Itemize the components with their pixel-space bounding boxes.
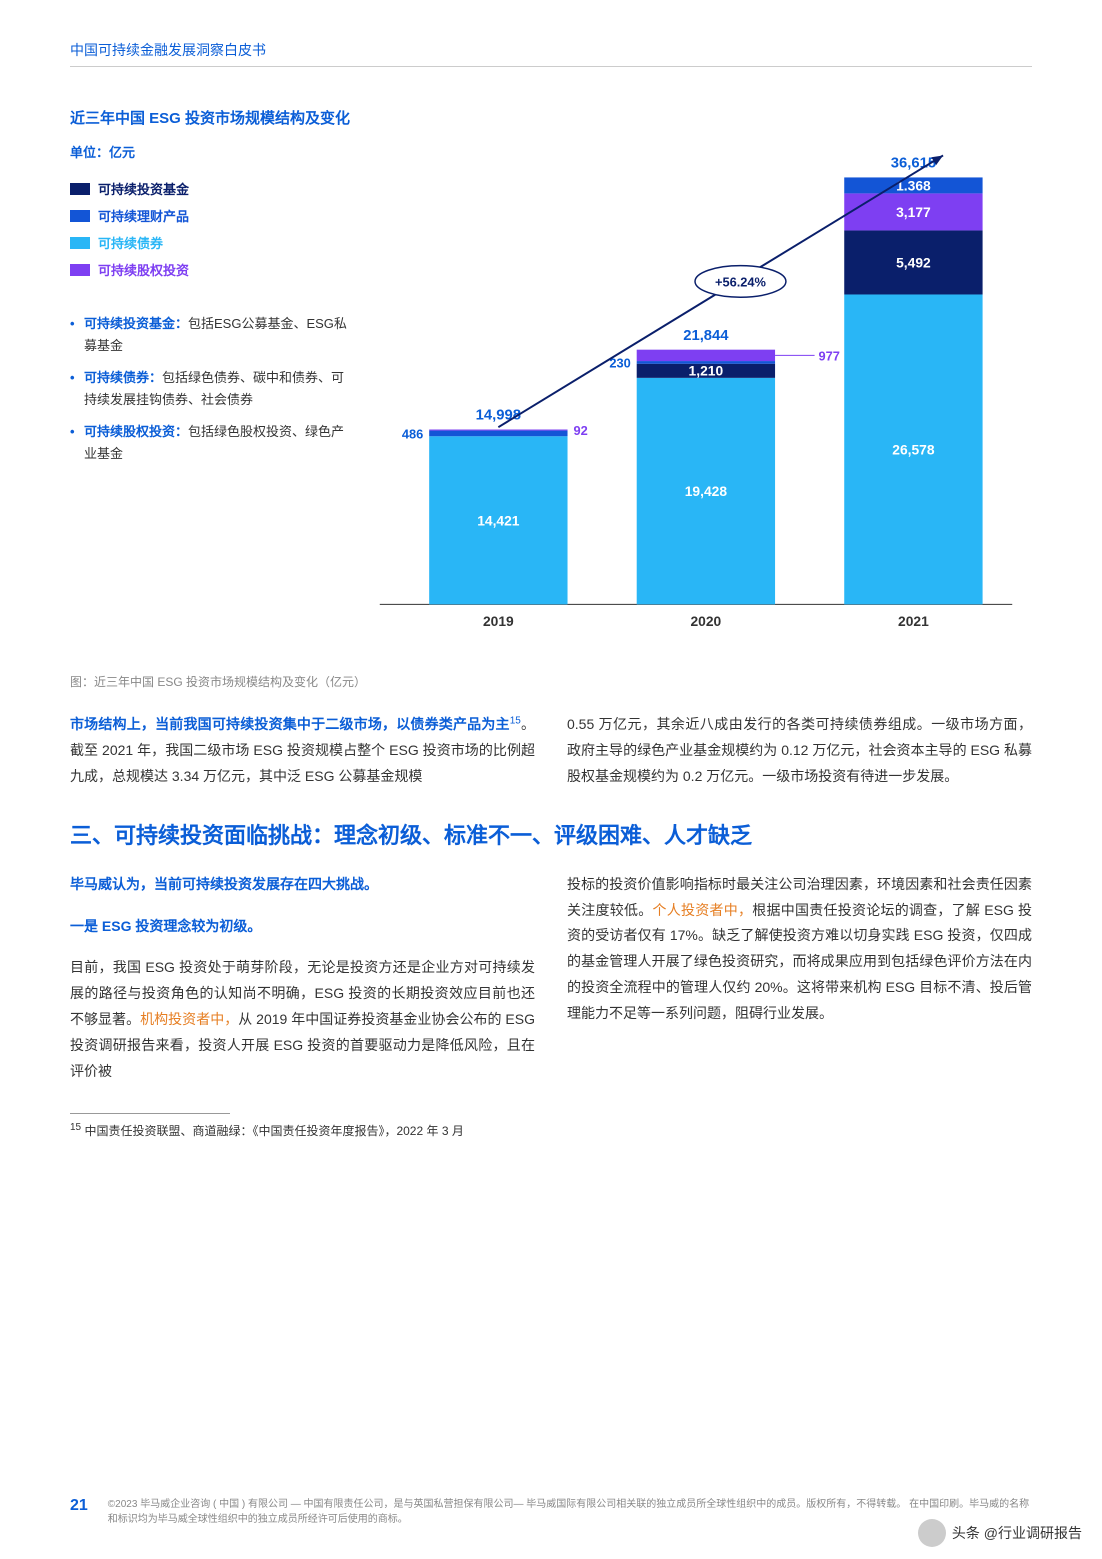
chart-section: 近三年中国 ESG 投资市场规模结构及变化 单位：亿元 可持续投资基金可持续理财… [70,107,1032,667]
svg-text:21,844: 21,844 [683,328,729,344]
chart-notes: 可持续投资基金：包括ESG公募基金、ESG私募基金可持续债券：包括绿色债券、碳中… [70,313,350,466]
legend-label: 可持续理财产品 [98,206,189,225]
page: 中国可持续金融发展洞察白皮书 近三年中国 ESG 投资市场规模结构及变化 单位：… [0,0,1102,1559]
legend-label: 可持续股权投资 [98,260,189,279]
svg-text:19,428: 19,428 [685,483,728,499]
svg-text:1.368: 1.368 [896,177,931,193]
body2-left: 毕马威认为，当前可持续投资发展存在四大挑战。 一是 ESG 投资理念较为初级。 … [70,872,535,1085]
svg-text:5,492: 5,492 [896,254,931,270]
body2-left-text: 目前，我国 ESG 投资处于萌芽阶段，无论是投资方还是企业方对可持续发展的路径与… [70,955,535,1084]
footnote-ref: 15 [510,715,521,726]
copyright-text: ©2023 毕马威企业咨询 ( 中国 ) 有限公司 — 中国有限责任公司，是与英… [108,1497,1032,1527]
body2-lead2: 一是 ESG 投资理念较为初级。 [70,914,535,940]
section-heading: 三、可持续投资面临挑战：理念初级、标准不一、评级困难、人才缺乏 [70,818,1032,850]
chart-note-item: 可持续债券：包括绿色债券、碳中和债券、可持续发展挂钩债券、社会债券 [70,367,350,411]
svg-text:+56.24%: +56.24% [715,274,767,289]
watermark-avatar-icon [918,1519,946,1547]
body2-right-orange: 个人投资者中， [652,902,752,918]
svg-text:486: 486 [402,426,423,441]
legend-item: 可持续股权投资 [70,260,350,279]
svg-text:92: 92 [573,423,587,438]
legend-swatch [70,183,90,195]
chart-note-item: 可持续股权投资：包括绿色股权投资、绿色产业基金 [70,421,350,465]
legend-item: 可持续债券 [70,233,350,252]
body2-left-orange: 机构投资者中， [140,1011,238,1027]
svg-text:1,210: 1,210 [689,363,724,379]
chart-unit: 单位：亿元 [70,142,350,161]
svg-text:14,998: 14,998 [476,408,521,424]
footnote-separator [70,1113,230,1114]
svg-text:2021: 2021 [898,613,929,629]
body2-lead1: 毕马威认为，当前可持续投资发展存在四大挑战。 [70,872,535,898]
legend-swatch [70,237,90,249]
svg-text:26,578: 26,578 [892,441,935,457]
chart-title: 近三年中国 ESG 投资市场规模结构及变化 [70,107,350,128]
legend-label: 可持续投资基金 [98,179,189,198]
chart-legend: 可持续投资基金可持续理财产品可持续债券可持续股权投资 [70,179,350,279]
legend-swatch [70,210,90,222]
svg-text:2020: 2020 [690,613,721,629]
legend-label: 可持续债券 [98,233,163,252]
legend-item: 可持续理财产品 [70,206,350,225]
chart-caption: 图：近三年中国 ESG 投资市场规模结构及变化（亿元） [70,673,1032,690]
svg-text:3,177: 3,177 [896,204,931,220]
page-number: 21 [70,1497,88,1515]
watermark: 头条 @行业调研报告 [912,1517,1088,1549]
svg-text:977: 977 [819,348,840,363]
document-header: 中国可持续金融发展洞察白皮书 [70,40,1032,67]
footnote: 15 中国责任投资联盟、商道融绿：《中国责任投资年度报告》，2022 年 3 月 [70,1122,1032,1139]
svg-text:2019: 2019 [483,613,514,629]
chart-note-item: 可持续投资基金：包括ESG公募基金、ESG私募基金 [70,313,350,357]
body-paragraph-1: 市场结构上，当前我国可持续投资集中于二级市场，以债券类产品为主15。截至 202… [70,712,1032,790]
body1-right: 0.55 万亿元，其余近八成由发行的各类可持续债券组成。一级市场方面，政府主导的… [567,712,1032,790]
watermark-text: 头条 @行业调研报告 [952,1523,1082,1543]
body2-right-text: 投标的投资价值影响指标时最关注公司治理因素，环境因素和社会责任因素关注度较低。个… [567,872,1032,1027]
bar-chart-svg: 14,4214869214,998201919,4281,21023097721… [360,107,1032,667]
body-paragraph-2: 毕马威认为，当前可持续投资发展存在四大挑战。 一是 ESG 投资理念较为初级。 … [70,872,1032,1085]
chart-left-panel: 近三年中国 ESG 投资市场规模结构及变化 单位：亿元 可持续投资基金可持续理财… [70,107,350,667]
body1-left: 市场结构上，当前我国可持续投资集中于二级市场，以债券类产品为主15。截至 202… [70,712,535,790]
body2-right: 投标的投资价值影响指标时最关注公司治理因素，环境因素和社会责任因素关注度较低。个… [567,872,1032,1085]
legend-swatch [70,264,90,276]
chart-canvas: 14,4214869214,998201919,4281,21023097721… [360,107,1032,667]
page-footer: 21 ©2023 毕马威企业咨询 ( 中国 ) 有限公司 — 中国有限责任公司，… [70,1497,1032,1527]
legend-item: 可持续投资基金 [70,179,350,198]
body1-lead: 市场结构上，当前我国可持续投资集中于二级市场，以债券类产品为主 [70,716,510,732]
svg-text:14,421: 14,421 [477,512,520,528]
